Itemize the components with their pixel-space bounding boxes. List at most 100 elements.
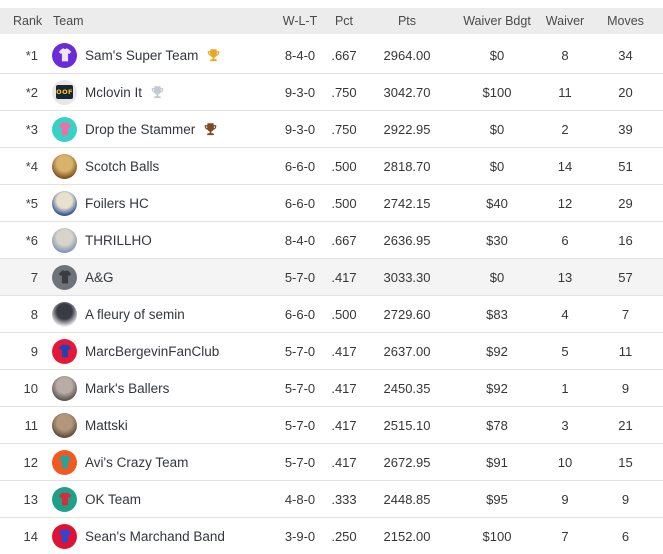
jersey-icon bbox=[58, 270, 71, 284]
team-avatar-icon: OOF bbox=[52, 79, 77, 105]
team-cell: Sam's Super Team bbox=[44, 35, 274, 74]
pct-cell: .750 bbox=[326, 73, 362, 111]
standings-body: *1 Sam's Super Team 8-4-0 .667 2964.00 bbox=[0, 35, 663, 554]
wlt-cell: 3-9-0 bbox=[274, 517, 326, 554]
team-name-link[interactable]: Mark's Ballers bbox=[85, 380, 170, 396]
waiver-budget-cell: $0 bbox=[452, 35, 542, 74]
moves-cell: 11 bbox=[588, 332, 663, 370]
pts-cell: 3033.30 bbox=[362, 258, 452, 296]
team-avatar-icon bbox=[52, 190, 77, 216]
moves-cell: 29 bbox=[588, 184, 663, 222]
team-cell: OOF Mclovin It bbox=[44, 73, 274, 111]
header-pts: Pts bbox=[362, 8, 452, 37]
pct-cell: .500 bbox=[326, 295, 362, 333]
moves-cell: 57 bbox=[588, 258, 663, 296]
moves-cell: 21 bbox=[588, 406, 663, 444]
moves-cell: 16 bbox=[588, 221, 663, 259]
waiver-cell: 2 bbox=[542, 110, 588, 148]
team-avatar-icon bbox=[52, 486, 77, 512]
team-name-link[interactable]: Sean's Marchand Band bbox=[85, 528, 225, 544]
table-row: *4 Scotch Balls 6-6-0 .500 2818.70 $0 14… bbox=[0, 147, 663, 185]
rank-cell: 11 bbox=[0, 406, 44, 444]
waiver-budget-cell: $83 bbox=[452, 295, 542, 333]
team-avatar-icon bbox=[52, 42, 77, 68]
pts-cell: 2922.95 bbox=[362, 110, 452, 148]
rank-cell: *3 bbox=[0, 110, 44, 148]
team-avatar-icon bbox=[52, 412, 77, 438]
wlt-cell: 8-4-0 bbox=[274, 35, 326, 74]
team-avatar-icon bbox=[52, 375, 77, 401]
team-cell: Scotch Balls bbox=[44, 147, 274, 185]
table-row: *6 THRILLHO 8-4-0 .667 2636.95 $30 6 16 bbox=[0, 221, 663, 259]
rank-cell: *2 bbox=[0, 73, 44, 111]
team-avatar-icon bbox=[52, 153, 77, 179]
team-name-link[interactable]: THRILLHO bbox=[85, 232, 152, 248]
pts-cell: 2636.95 bbox=[362, 221, 452, 259]
rank-cell: *5 bbox=[0, 184, 44, 222]
table-row: 9 MarcBergevinFanClub 5-7-0 .417 2637.00… bbox=[0, 332, 663, 370]
wlt-cell: 5-7-0 bbox=[274, 258, 326, 296]
rank-cell: *4 bbox=[0, 147, 44, 185]
team-cell: Drop the Stammer bbox=[44, 110, 274, 148]
header-pct: Pct bbox=[326, 8, 362, 37]
pts-cell: 2450.35 bbox=[362, 369, 452, 407]
team-name-link[interactable]: Sam's Super Team bbox=[85, 47, 199, 63]
pts-cell: 2152.00 bbox=[362, 517, 452, 554]
wlt-cell: 6-6-0 bbox=[274, 147, 326, 185]
team-name-link[interactable]: A fleury of semin bbox=[85, 306, 185, 322]
team-avatar-icon bbox=[52, 301, 77, 327]
waiver-cell: 4 bbox=[542, 295, 588, 333]
pts-cell: 2964.00 bbox=[362, 35, 452, 74]
table-row: 14 Sean's Marchand Band 3-9-0 .250 2152.… bbox=[0, 517, 663, 554]
table-header: Rank Team W-L-T Pct Pts Waiver Bdgt Waiv… bbox=[0, 8, 663, 37]
team-cell: OK Team bbox=[44, 480, 274, 518]
team-name-link[interactable]: MarcBergevinFanClub bbox=[85, 343, 220, 359]
rank-cell: *6 bbox=[0, 221, 44, 259]
team-name-link[interactable]: Foilers HC bbox=[85, 195, 149, 211]
pct-cell: .333 bbox=[326, 480, 362, 518]
pts-cell: 2515.10 bbox=[362, 406, 452, 444]
table-row: *2 OOF Mclovin It 9-3-0 .750 3042.70 bbox=[0, 73, 663, 111]
gold-trophy-icon bbox=[206, 48, 221, 63]
waiver-cell: 11 bbox=[542, 73, 588, 111]
waiver-cell: 5 bbox=[542, 332, 588, 370]
team-name-link[interactable]: A&G bbox=[85, 269, 114, 285]
avatar-badge: OOF bbox=[56, 85, 73, 99]
team-cell: A&G bbox=[44, 258, 274, 296]
wlt-cell: 9-3-0 bbox=[274, 110, 326, 148]
waiver-budget-cell: $100 bbox=[452, 517, 542, 554]
table-row: 10 Mark's Ballers 5-7-0 .417 2450.35 $92… bbox=[0, 369, 663, 407]
team-name-link[interactable]: OK Team bbox=[85, 491, 142, 507]
pct-cell: .667 bbox=[326, 221, 362, 259]
team-name-link[interactable]: Drop the Stammer bbox=[85, 121, 196, 137]
standings-table: Rank Team W-L-T Pct Pts Waiver Bdgt Waiv… bbox=[0, 8, 663, 554]
pct-cell: .250 bbox=[326, 517, 362, 554]
pct-cell: .750 bbox=[326, 110, 362, 148]
pts-cell: 2818.70 bbox=[362, 147, 452, 185]
team-name-link[interactable]: Scotch Balls bbox=[85, 158, 160, 174]
wlt-cell: 5-7-0 bbox=[274, 406, 326, 444]
moves-cell: 9 bbox=[588, 480, 663, 518]
moves-cell: 34 bbox=[588, 35, 663, 74]
pct-cell: .417 bbox=[326, 332, 362, 370]
pts-cell: 2742.15 bbox=[362, 184, 452, 222]
table-row: *3 Drop the Stammer 9-3-0 .750 2922.95 bbox=[0, 110, 663, 148]
wlt-cell: 6-6-0 bbox=[274, 295, 326, 333]
header-rank: Rank bbox=[0, 8, 44, 37]
team-cell: MarcBergevinFanClub bbox=[44, 332, 274, 370]
pct-cell: .500 bbox=[326, 147, 362, 185]
team-name-link[interactable]: Mclovin It bbox=[85, 84, 143, 100]
wlt-cell: 4-8-0 bbox=[274, 480, 326, 518]
table-row: 11 Mattski 5-7-0 .417 2515.10 $78 3 21 bbox=[0, 406, 663, 444]
waiver-budget-cell: $91 bbox=[452, 443, 542, 481]
pct-cell: .417 bbox=[326, 369, 362, 407]
bronze-trophy-icon bbox=[203, 122, 218, 137]
team-cell: Foilers HC bbox=[44, 184, 274, 222]
rank-cell: 10 bbox=[0, 369, 44, 407]
waiver-cell: 3 bbox=[542, 406, 588, 444]
team-name-link[interactable]: Avi's Crazy Team bbox=[85, 454, 189, 470]
rank-cell: 7 bbox=[0, 258, 44, 296]
team-name-link[interactable]: Mattski bbox=[85, 417, 128, 433]
team-cell: Avi's Crazy Team bbox=[44, 443, 274, 481]
